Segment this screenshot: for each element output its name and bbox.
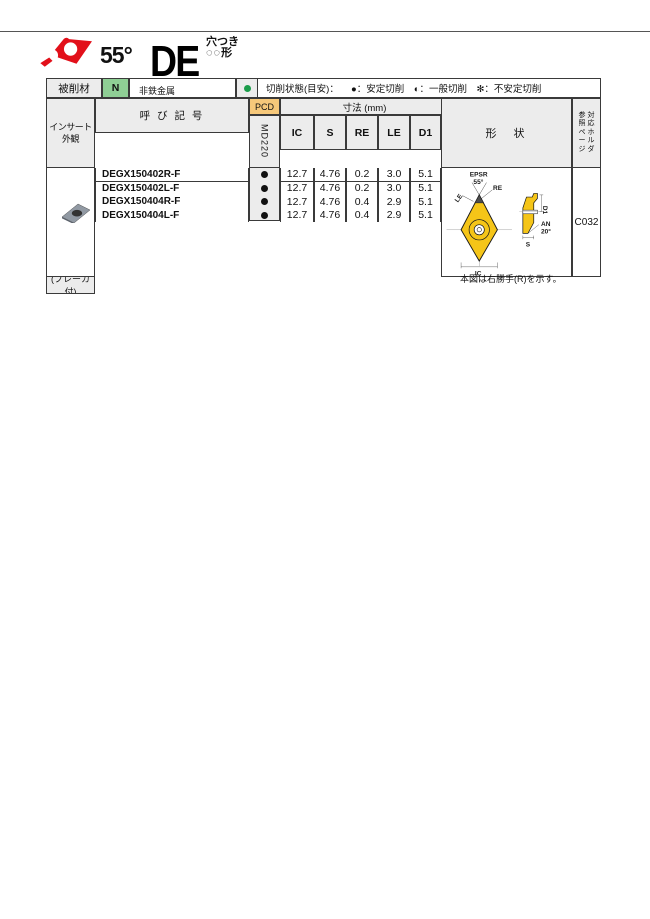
svg-text:AN: AN xyxy=(541,221,551,228)
svg-text:EPSR: EPSR xyxy=(470,171,488,178)
svg-text:20°: 20° xyxy=(541,227,551,235)
svg-text:LE: LE xyxy=(454,192,465,203)
svg-text:55°: 55° xyxy=(473,177,483,185)
svg-text:RE: RE xyxy=(493,184,503,191)
svg-text:D1: D1 xyxy=(541,205,548,214)
svg-text:S: S xyxy=(526,241,531,248)
